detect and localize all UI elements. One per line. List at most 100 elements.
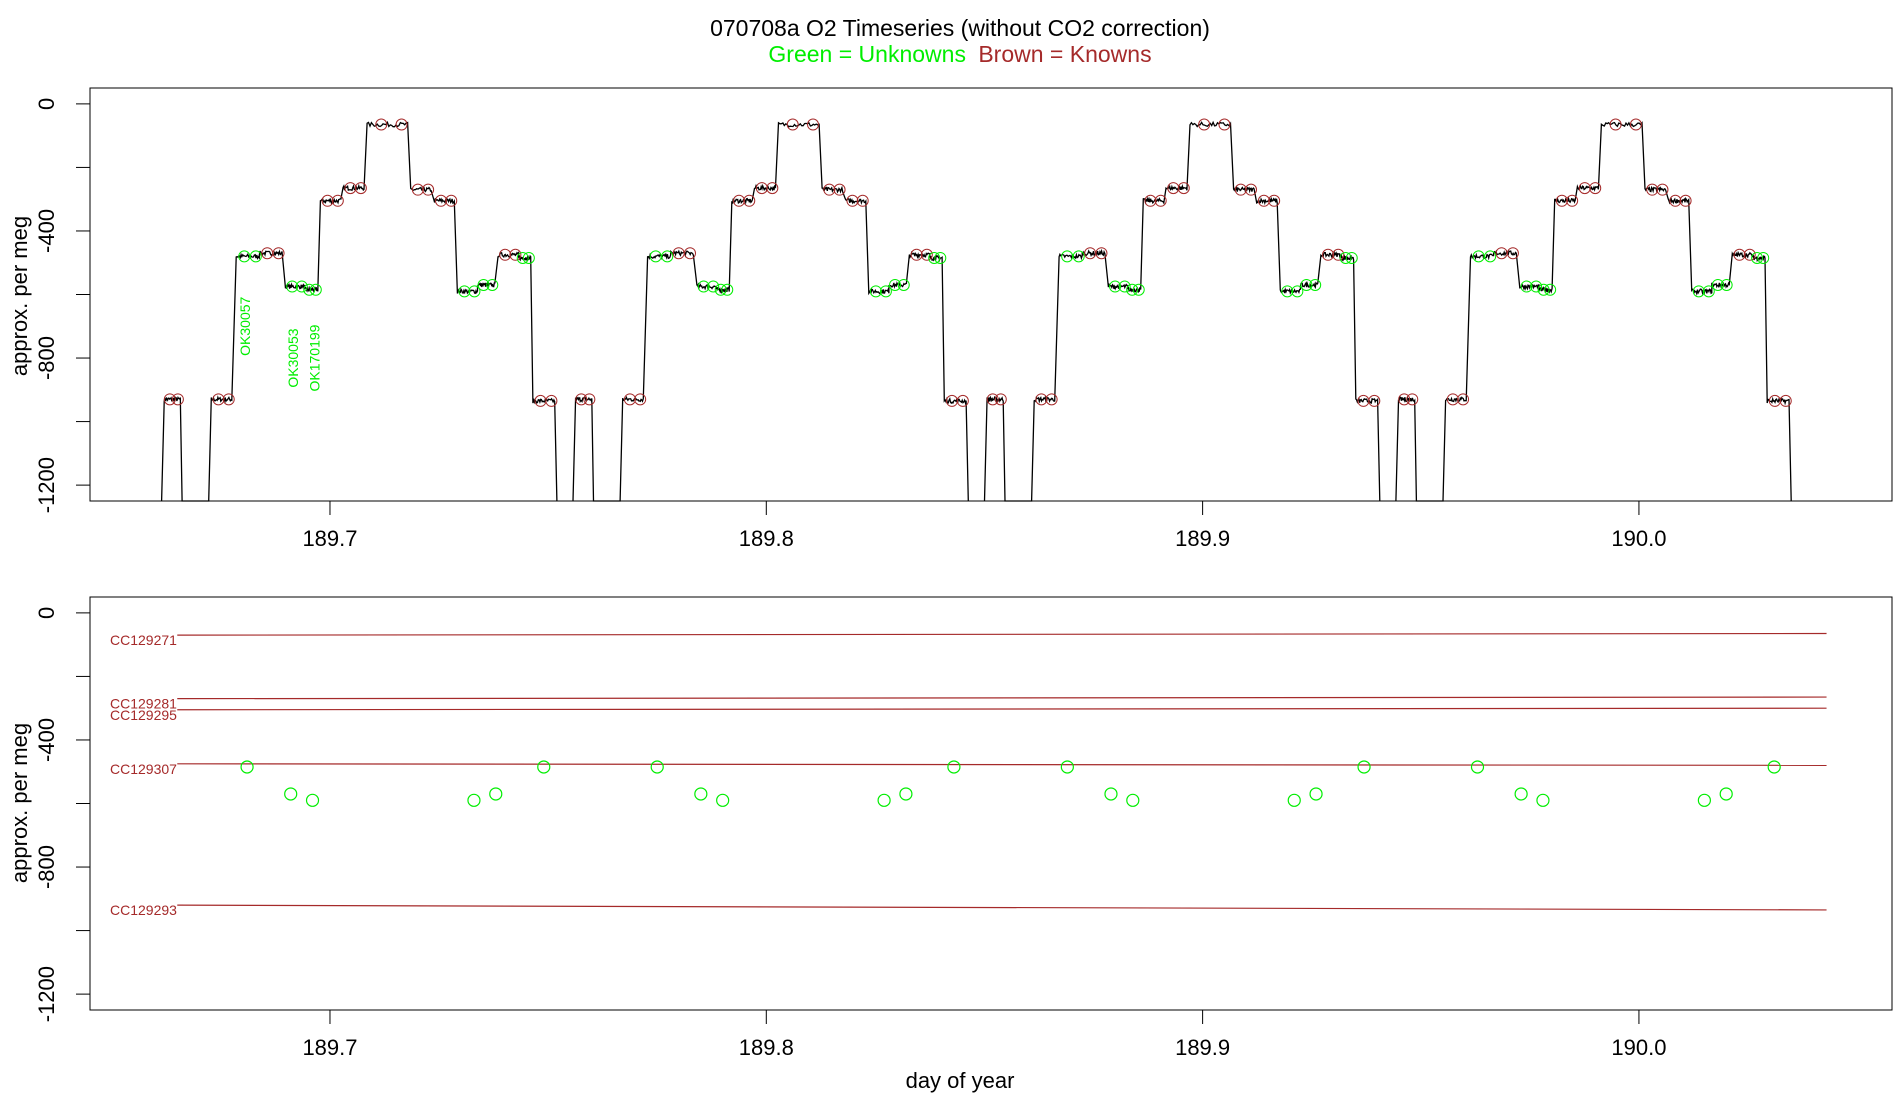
- unknown-marker: [1692, 285, 1705, 298]
- top-series: [160, 118, 1792, 502]
- unknown-marker: [477, 278, 490, 291]
- unknown-point: [1719, 787, 1733, 801]
- known-marker: [1406, 393, 1419, 406]
- unknown-marker: [249, 250, 262, 263]
- known-marker: [1578, 182, 1591, 195]
- o2-trace-cycle-2: [572, 121, 969, 502]
- unknown-point: [694, 787, 708, 801]
- known-marker: [807, 118, 820, 131]
- unknown-marker: [928, 251, 941, 264]
- bottom-unknown-points: [240, 760, 1781, 807]
- unknown-point: [877, 793, 891, 807]
- known-marker: [1609, 118, 1622, 131]
- x-tick-label: 189.7: [302, 526, 357, 551]
- known-marker: [1743, 248, 1756, 261]
- bottom-x-axis-label: day of year: [906, 1068, 1015, 1093]
- y-tick-label: -400: [34, 209, 59, 253]
- known-marker: [575, 393, 588, 406]
- top-annotations: OK30057 OK30053 OK170199: [237, 296, 323, 391]
- known-marker: [823, 183, 836, 196]
- unknown-point: [1470, 760, 1485, 774]
- unknown-marker: [661, 250, 674, 263]
- unknown-marker: [286, 280, 299, 293]
- unknown-marker: [1281, 285, 1294, 298]
- bottom-panel: 0 -400 -800 -1200 189.7 189.8 189.9 190.0 appr…: [7, 596, 1893, 1093]
- unknown-marker: [522, 251, 535, 264]
- known-marker: [1095, 247, 1108, 260]
- known-label: CC129295: [110, 707, 177, 723]
- x-tick-label: 189.8: [739, 1035, 794, 1060]
- unknown-marker: [1720, 278, 1733, 291]
- x-tick-label: 189.8: [739, 526, 794, 551]
- known-marker: [1629, 118, 1642, 131]
- unknown-point: [1536, 793, 1550, 807]
- known-label: CC129307: [110, 761, 177, 777]
- top-panel: 0 -400 -800 -1200 189.7 189.8 189.9 190.0 appr…: [7, 87, 1893, 551]
- known-marker: [1234, 183, 1247, 196]
- unknown-marker: [295, 280, 308, 293]
- known-marker: [1679, 194, 1692, 207]
- unknown-point: [305, 793, 320, 807]
- known-marker: [1779, 394, 1792, 407]
- y-tick-label: 0: [34, 607, 59, 619]
- x-tick-label: 190.0: [1611, 1035, 1666, 1060]
- unknown-point: [489, 787, 503, 801]
- known-marker: [1669, 194, 1682, 207]
- known-marker: [1332, 248, 1345, 261]
- unknown-point: [1060, 760, 1074, 774]
- y-tick-label: -800: [34, 336, 59, 380]
- unknown-point: [1767, 760, 1781, 774]
- legend-unknowns: Green = Unknowns: [768, 41, 966, 67]
- known-marker: [375, 118, 388, 131]
- y-tick-label: -1200: [34, 457, 59, 513]
- known-marker: [434, 194, 447, 207]
- unknown-marker: [1300, 278, 1313, 291]
- top-y-axis-label: approx. per meg: [7, 216, 32, 376]
- known-label: CC129271: [110, 632, 177, 648]
- known-label: CC129293: [110, 902, 177, 918]
- y-tick-label: -1200: [34, 966, 59, 1022]
- unknown-marker: [697, 280, 710, 293]
- y-tick-label: -800: [34, 845, 59, 889]
- known-marker: [545, 394, 558, 407]
- known-marker: [1446, 393, 1459, 406]
- x-tick-label: 190.0: [1611, 526, 1666, 551]
- unknown-point: [1357, 760, 1371, 774]
- known-marker: [986, 393, 999, 406]
- known-marker: [1733, 248, 1746, 261]
- known-marker: [1457, 393, 1470, 406]
- unknown-marker: [468, 285, 481, 298]
- unknown-marker: [1537, 283, 1550, 296]
- unknown-marker: [1132, 283, 1145, 296]
- known-marker: [1045, 393, 1058, 406]
- known-marker: [1245, 183, 1258, 196]
- y-tick-label: -400: [34, 718, 59, 762]
- unknown-point: [240, 760, 254, 774]
- known-marker: [583, 393, 596, 406]
- unknown-marker: [1484, 250, 1497, 263]
- unknown-point: [1697, 793, 1711, 807]
- known-marker: [766, 182, 779, 195]
- top-plot-frame: [89, 87, 1893, 502]
- known-marker: [1035, 393, 1048, 406]
- unknown-marker: [721, 283, 734, 296]
- known-marker: [1257, 194, 1270, 207]
- unknown-marker: [238, 250, 251, 263]
- unknown-marker: [897, 278, 910, 291]
- known-marker: [445, 194, 458, 207]
- unknown-marker: [309, 283, 322, 296]
- o2-trace-cycle-3: [983, 120, 1381, 502]
- unknown-marker: [516, 251, 529, 264]
- unknown-marker: [879, 285, 892, 298]
- unknown-marker: [1061, 250, 1074, 263]
- x-tick-label: 189.9: [1175, 526, 1230, 551]
- known-line-CC129271: [177, 632, 1827, 636]
- known-marker: [1555, 194, 1568, 207]
- known-marker: [1144, 194, 1157, 207]
- known-marker: [786, 118, 799, 131]
- known-line-CC129307: [177, 763, 1827, 766]
- known-marker: [856, 194, 869, 207]
- unknown-marker: [1472, 250, 1485, 263]
- unknown-point: [650, 760, 664, 774]
